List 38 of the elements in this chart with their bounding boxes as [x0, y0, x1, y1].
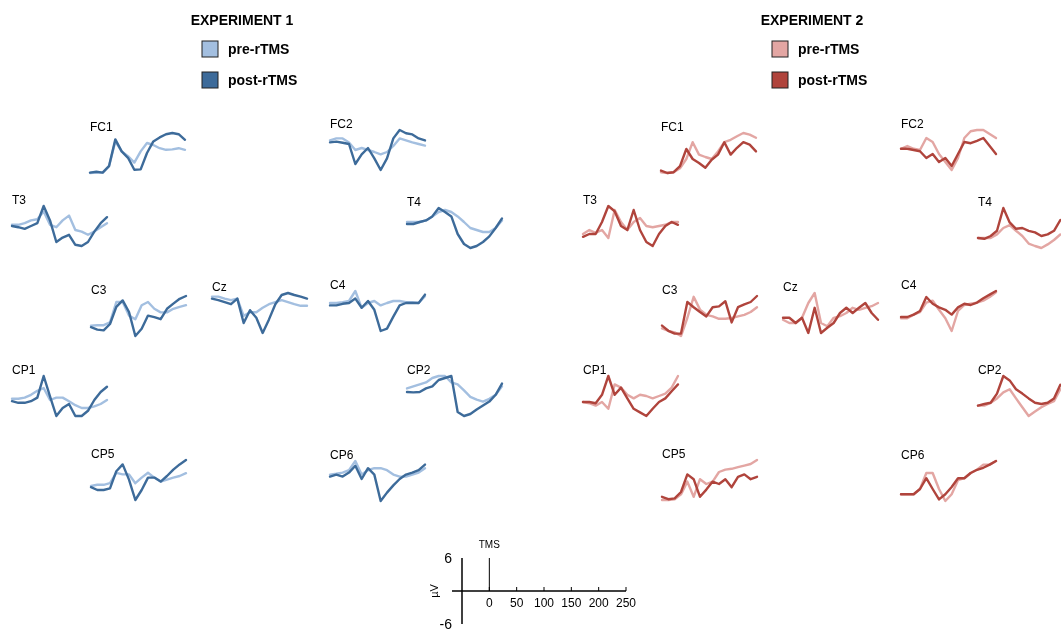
ref-line-label: TMS: [478, 539, 501, 550]
chart-title: FC1: [90, 120, 113, 134]
chart-title: CP2: [407, 363, 431, 377]
legend-title: EXPERIMENT 1: [190, 12, 294, 28]
legend-label: post-rTMS: [798, 72, 868, 88]
chart-title: FC2: [330, 117, 353, 131]
chart-title: C3: [662, 283, 678, 297]
chart-title: C4: [901, 278, 917, 292]
chart-title: CP5: [91, 447, 115, 461]
chart-title: Cz: [212, 280, 227, 294]
chart-title: CP5: [662, 447, 686, 461]
chart-title: CP1: [583, 363, 607, 377]
chart-title: FC2: [901, 117, 924, 131]
chart-title: CP2: [978, 363, 1002, 377]
x-tick-label: 200: [588, 596, 609, 610]
legend-label: pre-rTMS: [798, 41, 860, 57]
chart-title: T3: [12, 193, 27, 207]
x-tick-label: 100: [533, 596, 555, 610]
y-axis-title: µV: [428, 583, 440, 598]
chart-title: Cz: [783, 280, 798, 294]
x-tick-label: 0: [485, 596, 493, 610]
legend-label: post-rTMS: [228, 72, 298, 88]
x-tick-label: 150: [561, 596, 582, 610]
chart-title: FC1: [661, 120, 684, 134]
chart-title: C4: [330, 278, 346, 292]
x-tick-label: 250: [615, 596, 637, 610]
chart-title: CP6: [330, 448, 354, 462]
chart-title: T3: [583, 193, 598, 207]
legend-title: EXPERIMENT 2: [760, 12, 864, 28]
chart-title: CP6: [901, 448, 925, 462]
chart-title: T4: [978, 195, 993, 209]
y-tick-label: 6: [444, 550, 453, 566]
chart-title: T4: [407, 195, 422, 209]
y-tick-label: -6: [439, 616, 453, 632]
legend-label: pre-rTMS: [228, 41, 290, 57]
chart-title: CP1: [12, 363, 36, 377]
chart-title: C3: [91, 283, 107, 297]
x-tick-label: 50: [509, 596, 524, 610]
